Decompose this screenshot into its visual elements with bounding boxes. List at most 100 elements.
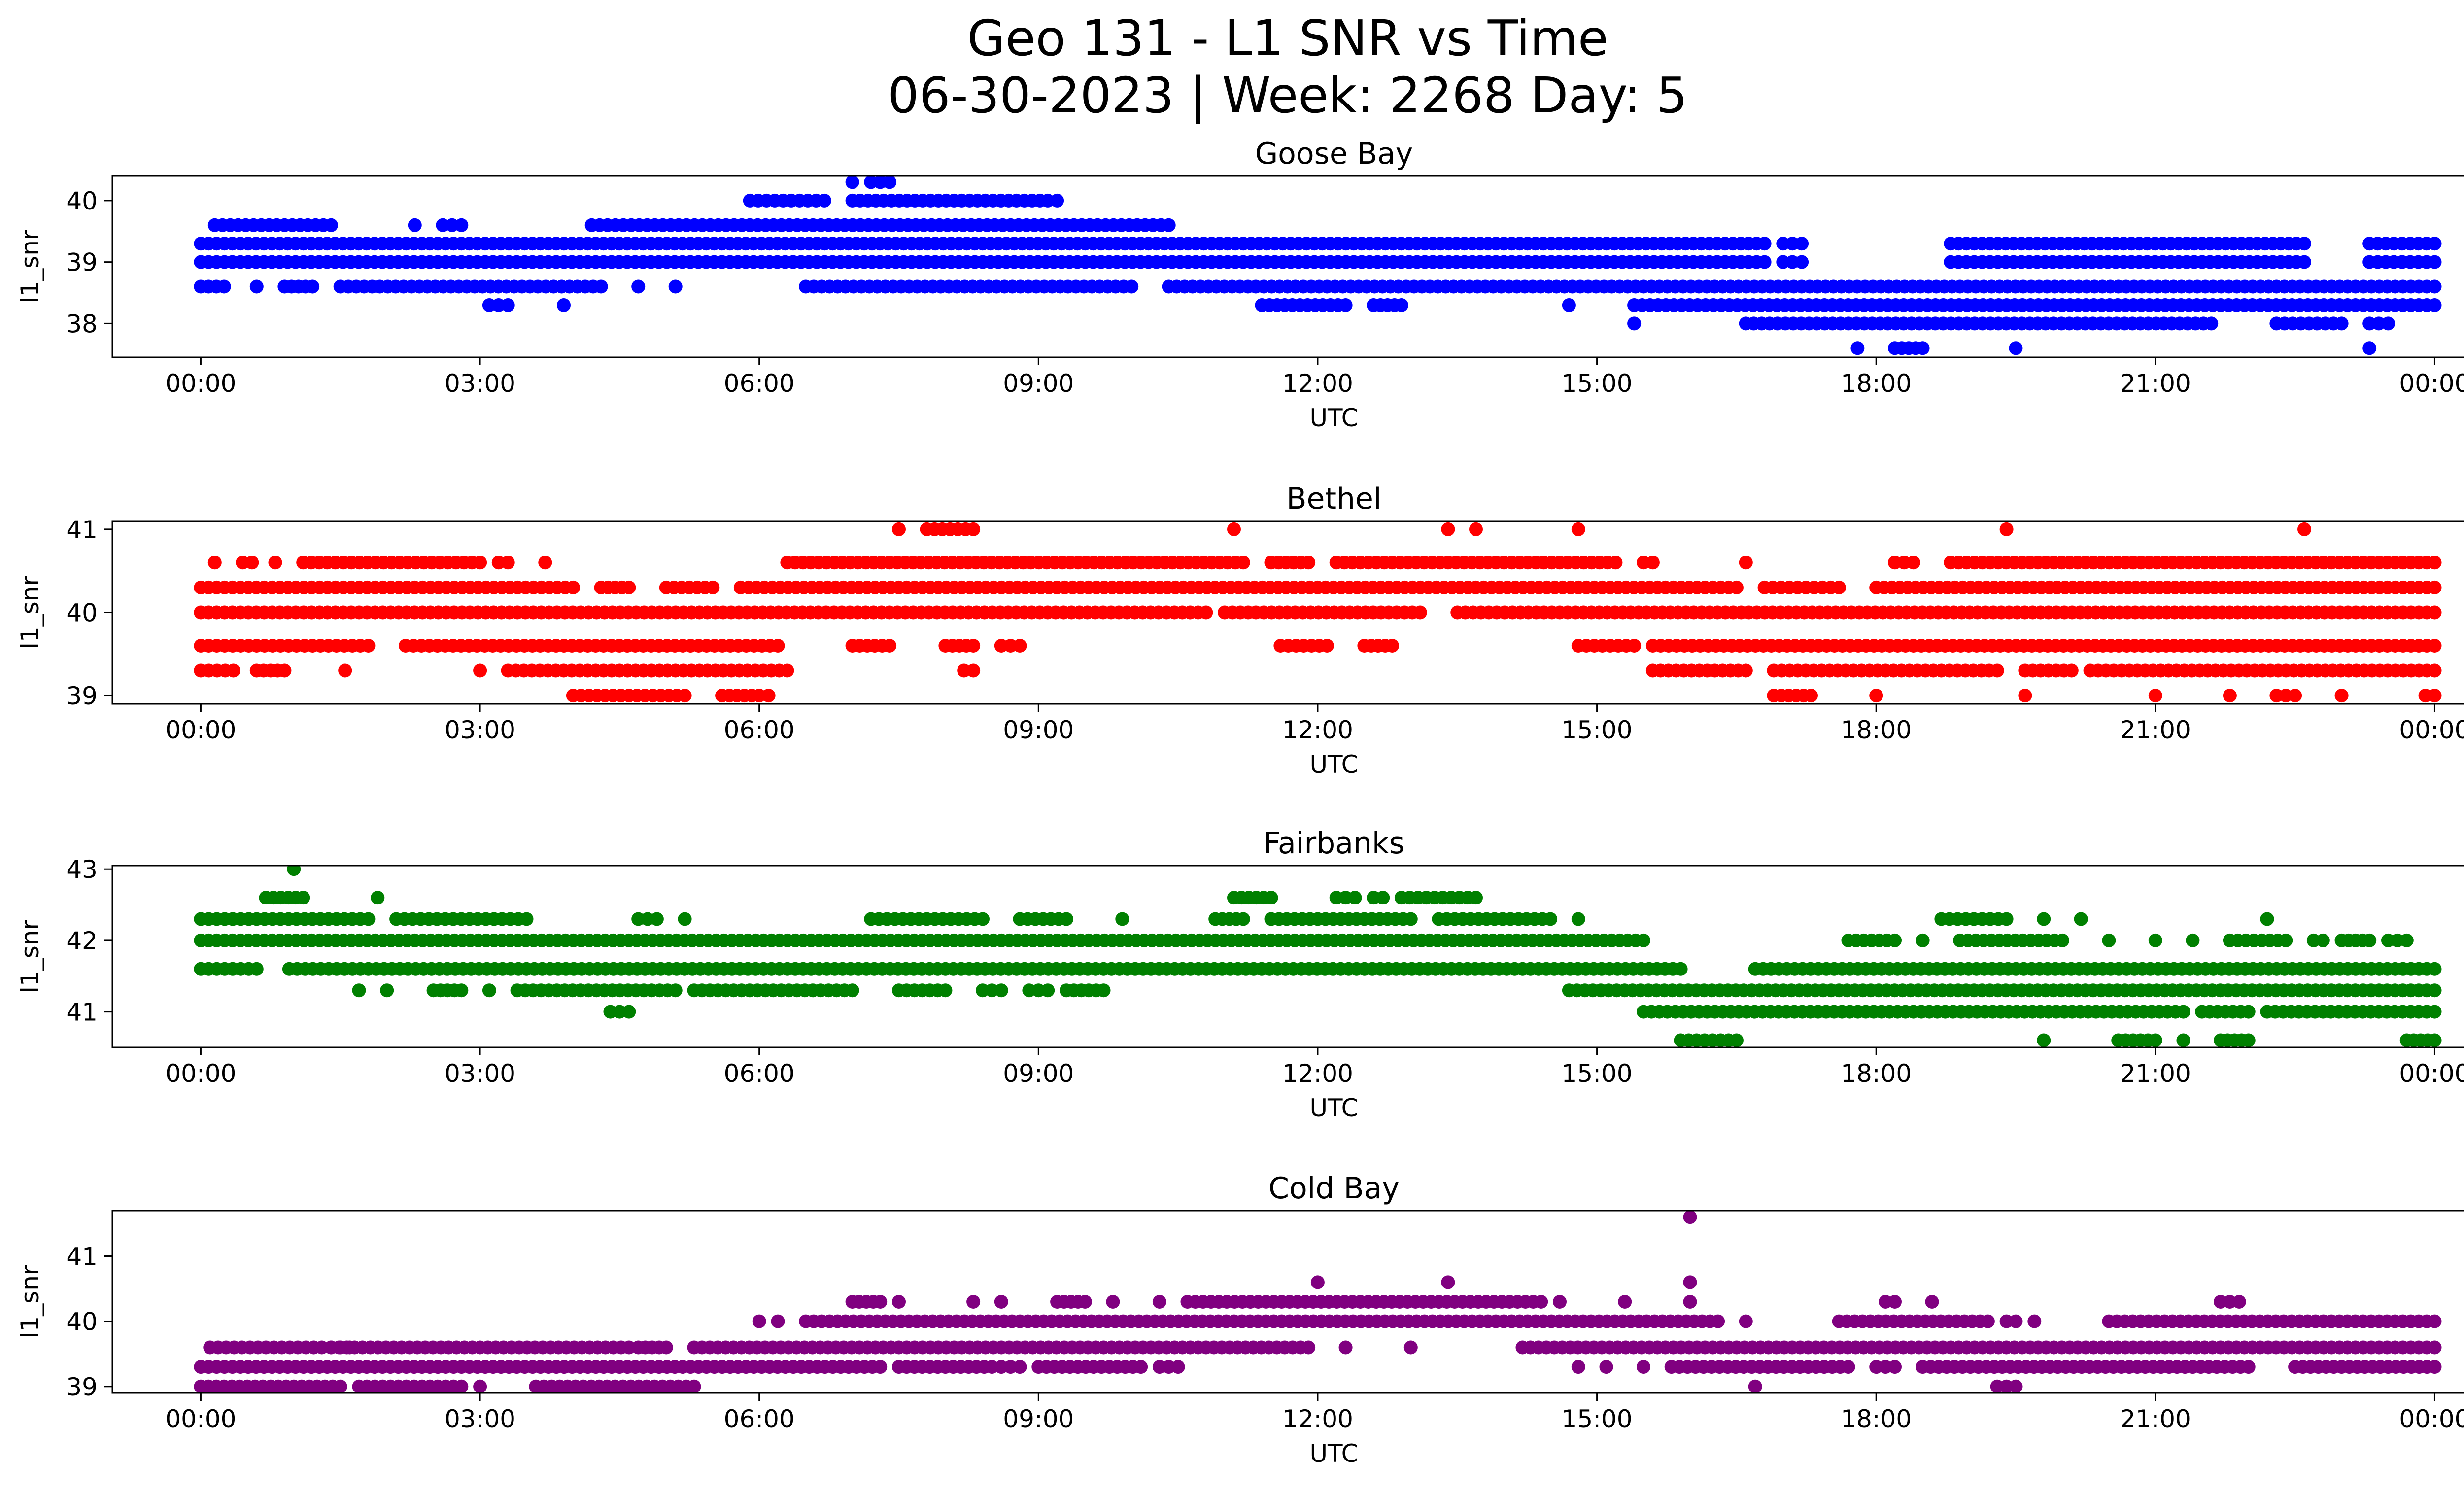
x-tick-label: 21:00 [2120,1405,2191,1433]
x-tick-label: 21:00 [2120,1059,2191,1088]
data-point [994,983,1008,998]
x-tick-label: 03:00 [445,1059,515,1088]
data-point [966,1295,981,1309]
data-point [1645,556,1660,570]
data-point [817,193,831,208]
data-point [2428,663,2442,678]
data-point [1441,522,1455,536]
subplot-title: Fairbanks [1264,826,1404,861]
x-tick-label: 12:00 [1282,716,1353,744]
data-point [338,663,352,678]
data-point [501,298,515,312]
x-tick-label: 06:00 [724,1405,795,1433]
data-point [1227,522,1241,536]
plot-frame [111,1210,2464,1394]
data-point [1841,1360,1855,1374]
data-point [1739,663,1753,678]
data-point [706,580,720,594]
data-point [249,279,264,294]
data-point [1729,580,1744,594]
data-point [1795,237,1809,251]
data-point [2428,605,2442,620]
data-point [1338,1340,1353,1355]
x-tick-label: 15:00 [1562,716,1633,744]
x-tick-label: 18:00 [1841,1405,1912,1433]
subplot-title: Bethel [1286,482,1381,516]
data-point [668,983,683,998]
data-point [1385,639,1399,653]
data-point [2297,522,2311,536]
data-point [780,663,794,678]
data-point [668,279,683,294]
x-axis-label: UTC [1309,404,1358,432]
data-point [1990,663,2004,678]
y-axis-label: l1_snr [16,230,44,303]
panel-fairbanks: 00:00 03:00 06:00 09:00 12:00 15:00 18:00 21:00… [16,826,2464,1122]
data-point [501,556,515,570]
data-point [538,556,552,570]
data-point [2241,1033,2256,1047]
data-point [687,1379,701,1393]
data-point [622,580,636,594]
data-point [277,663,292,678]
data-point [1236,556,1250,570]
data-point [2037,1033,2051,1047]
data-point [473,663,487,678]
data-point [659,1340,673,1355]
figure-title-line-1: Geo 131 - L1 SNR vs Time [967,9,1608,67]
data-point [1888,933,1902,947]
x-tick-label: 00:00 [2399,369,2464,398]
data-point [2027,1314,2042,1328]
data-point [2297,237,2311,251]
data-point [473,556,487,570]
figure-title: Geo 131 - L1 SNR vs Time 06-30-2023 | We… [0,10,2464,124]
data-point [1413,605,1427,620]
data-point [2176,1005,2190,1019]
data-point [1553,1295,1567,1309]
data-point [678,912,692,926]
data-point [2428,279,2442,294]
data-point [892,522,906,536]
data-point [1348,891,1362,905]
data-point [845,176,859,189]
data-point [1171,1360,1185,1374]
data-point [2399,933,2414,947]
x-tick-label: 06:00 [724,716,795,744]
data-point [1115,912,1129,926]
panel-bethel: 00:00 03:00 06:00 09:00 12:00 15:00 18:00 21:00… [16,482,2464,779]
data-point [2316,933,2330,947]
data-point [678,689,692,703]
data-point [1608,556,1623,570]
data-point [1850,341,1865,355]
data-point [2064,663,2079,678]
data-point [2148,689,2162,703]
data-point [2428,1360,2442,1374]
data-point [2428,1033,2442,1047]
data-point [1543,912,1558,926]
data-point [1403,912,1418,926]
x-tick-label: 06:00 [724,369,795,398]
data-point [1925,1295,1939,1309]
data-point [2428,639,2442,653]
data-point [2428,298,2442,312]
y-tick-label: 41 [66,998,98,1027]
x-tick-label: 18:00 [1841,369,1912,398]
data-point [1041,983,1055,998]
data-point [454,1379,469,1393]
data-point [306,279,320,294]
x-tick-label: 09:00 [1003,369,1074,398]
data-point [2428,1340,2442,1355]
x-tick-label: 12:00 [1282,1059,1353,1088]
data-point [454,983,469,998]
data-point [1441,1275,1455,1289]
data-point [2334,689,2349,703]
data-point [938,983,953,998]
data-point [883,639,897,653]
data-point [631,279,646,294]
x-tick-label: 03:00 [445,369,515,398]
x-tick-label: 21:00 [2120,716,2191,744]
x-tick-label: 12:00 [1282,1405,1353,1433]
data-point [1050,193,1064,208]
y-axis-label: l1_snr [16,920,44,993]
